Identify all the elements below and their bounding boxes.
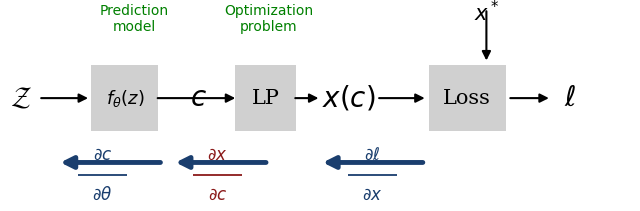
FancyBboxPatch shape <box>429 65 506 131</box>
Text: Optimization
problem: Optimization problem <box>224 4 314 34</box>
Text: $f_{\theta}(z)$: $f_{\theta}(z)$ <box>106 88 144 109</box>
Text: Loss: Loss <box>444 89 491 108</box>
Text: $\partial x$: $\partial x$ <box>207 146 228 164</box>
Text: $\ell$: $\ell$ <box>563 85 576 112</box>
Text: $\partial\ell$: $\partial\ell$ <box>364 146 381 164</box>
Text: $\mathcal{Z}$: $\mathcal{Z}$ <box>10 85 31 112</box>
Text: $c$: $c$ <box>190 85 207 112</box>
Text: $x^*$: $x^*$ <box>474 0 499 25</box>
Text: $x(c)$: $x(c)$ <box>322 84 376 113</box>
Text: Prediction
model: Prediction model <box>100 4 169 34</box>
Text: LP: LP <box>252 89 280 108</box>
Text: $\partial c$: $\partial c$ <box>93 146 112 164</box>
Text: $\partial x$: $\partial x$ <box>362 187 383 204</box>
Text: $\partial\theta$: $\partial\theta$ <box>92 187 113 204</box>
FancyBboxPatch shape <box>92 65 159 131</box>
FancyBboxPatch shape <box>236 65 296 131</box>
Text: $\partial c$: $\partial c$ <box>208 187 227 204</box>
